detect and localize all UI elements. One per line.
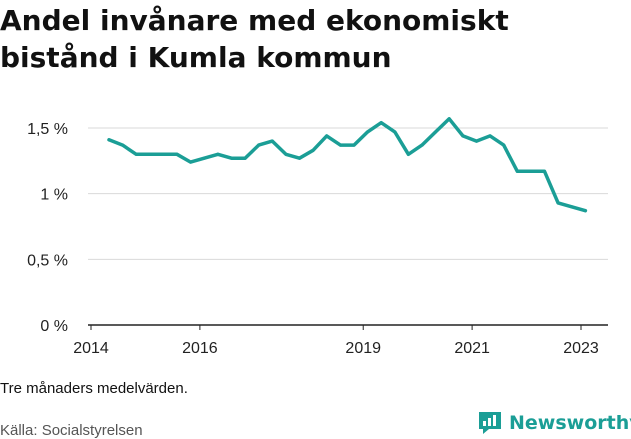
- line-chart: 0 % 0,5 % 1 % 1,5 % 2014 2016 2019 2021 2023: [27, 117, 608, 357]
- newsworthy-logo-icon: [479, 412, 501, 434]
- data-point: [543, 169, 547, 173]
- data-point: [134, 152, 138, 156]
- data-point: [434, 130, 438, 134]
- series-layer: [107, 117, 588, 213]
- data-point: [202, 156, 206, 160]
- data-point: [148, 152, 152, 156]
- data-point: [325, 134, 329, 138]
- y-tick-label: 0 %: [40, 318, 68, 335]
- data-point: [175, 152, 179, 156]
- chart-title: Andel invånare med ekonomiskt bistånd i …: [0, 4, 509, 74]
- data-point: [298, 156, 302, 160]
- chart-note: Tre månaders medelvärden.: [0, 380, 188, 397]
- data-point: [107, 138, 111, 142]
- data-point: [406, 152, 410, 156]
- data-point: [284, 152, 288, 156]
- data-point: [338, 143, 342, 147]
- data-point: [311, 148, 315, 152]
- x-tick-label: 2019: [345, 340, 381, 357]
- data-point: [243, 156, 247, 160]
- data-point: [515, 169, 519, 173]
- data-point: [393, 130, 397, 134]
- data-point: [189, 160, 193, 164]
- grid-lines: [88, 127, 608, 260]
- data-point: [366, 130, 370, 134]
- brand-logo[interactable]: Newsworthy: [477, 409, 631, 437]
- source-text: Källa: Socialstyrelsen: [0, 422, 143, 439]
- data-point: [257, 143, 261, 147]
- data-point: [270, 139, 274, 143]
- data-point: [161, 152, 165, 156]
- data-point: [556, 201, 560, 205]
- x-axis-labels: 2014 2016 2019 2021 2023: [73, 340, 599, 357]
- x-tick-label: 2014: [73, 340, 109, 357]
- x-axis: [88, 324, 608, 330]
- y-tick-label: 1,5 %: [27, 121, 68, 138]
- data-point: [474, 139, 478, 143]
- y-axis-labels: 0 % 0,5 % 1 % 1,5 %: [27, 121, 68, 335]
- brand-name: Newsworthy: [509, 412, 631, 434]
- data-point: [121, 143, 125, 147]
- data-point: [379, 121, 383, 125]
- y-tick-label: 1 %: [40, 187, 68, 204]
- data-point: [461, 134, 465, 138]
- y-tick-label: 0,5 %: [27, 252, 68, 269]
- data-point: [583, 209, 587, 213]
- data-point: [420, 143, 424, 147]
- data-point: [216, 152, 220, 156]
- data-point: [447, 117, 451, 121]
- data-point: [488, 134, 492, 138]
- x-tick-label: 2016: [182, 340, 218, 357]
- x-tick-label: 2023: [563, 340, 599, 357]
- data-point: [502, 143, 506, 147]
- data-point: [570, 205, 574, 209]
- data-point: [229, 156, 233, 160]
- series-line: [107, 117, 588, 213]
- data-point: [529, 169, 533, 173]
- data-point: [352, 143, 356, 147]
- x-tick-label: 2021: [454, 340, 490, 357]
